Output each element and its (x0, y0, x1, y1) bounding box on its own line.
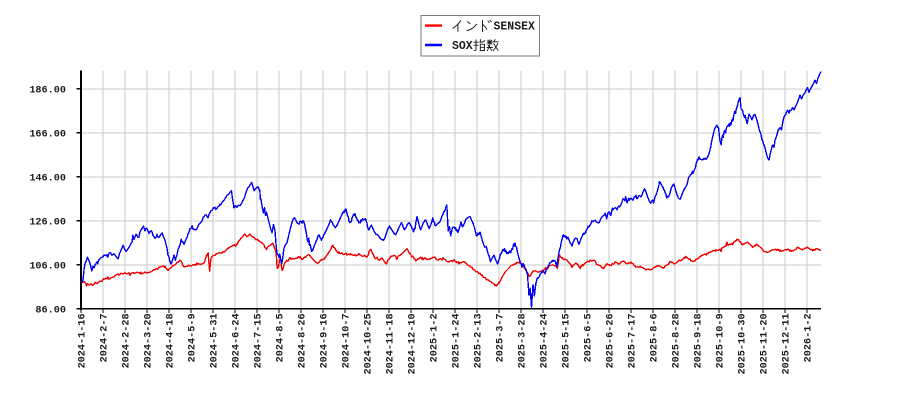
svg-text:2025-5-15: 2025-5-15 (561, 313, 572, 368)
svg-text:166.00: 166.00 (29, 129, 66, 140)
svg-text:2025-11-20: 2025-11-20 (759, 313, 770, 374)
svg-text:2026-1-2: 2026-1-2 (803, 313, 814, 362)
svg-text:2024-11-18: 2024-11-18 (385, 313, 396, 374)
svg-text:2025-1-24: 2025-1-24 (451, 313, 462, 368)
svg-text:2025-12-11: 2025-12-11 (781, 313, 792, 374)
svg-text:2025-8-28: 2025-8-28 (671, 313, 682, 368)
svg-text:126.00: 126.00 (29, 217, 66, 228)
svg-text:2024-5-31: 2024-5-31 (209, 313, 220, 368)
svg-text:2025-7-17: 2025-7-17 (627, 313, 638, 368)
svg-text:2024-3-20: 2024-3-20 (143, 313, 154, 368)
svg-text:2025-4-24: 2025-4-24 (539, 313, 550, 368)
svg-text:2025-10-30: 2025-10-30 (737, 313, 748, 374)
svg-text:2025-3-28: 2025-3-28 (517, 313, 528, 368)
svg-text:2024-9-16: 2024-9-16 (319, 313, 330, 368)
svg-text:2024-8-5: 2024-8-5 (275, 313, 286, 362)
svg-text:2024-12-10: 2024-12-10 (407, 313, 418, 374)
svg-text:106.00: 106.00 (29, 261, 66, 272)
svg-text:2024-7-15: 2024-7-15 (253, 313, 264, 368)
svg-text:2024-5-9: 2024-5-9 (187, 313, 198, 362)
svg-text:86.00: 86.00 (35, 305, 66, 316)
svg-text:2025-9-18: 2025-9-18 (693, 313, 704, 368)
svg-text:2025-8-6: 2025-8-6 (649, 313, 660, 362)
svg-text:2024-1-16: 2024-1-16 (77, 313, 88, 368)
svg-text:146.00: 146.00 (29, 173, 66, 184)
svg-text:2024-10-7: 2024-10-7 (341, 313, 352, 368)
svg-text:SENSEX: SENSEX (494, 20, 536, 33)
svg-text:SOX: SOX (452, 40, 473, 53)
svg-text:2024-4-18: 2024-4-18 (165, 313, 176, 368)
svg-text:2024-2-28: 2024-2-28 (121, 313, 132, 368)
svg-text:2025-10-9: 2025-10-9 (715, 313, 726, 368)
svg-text:2025-3-7: 2025-3-7 (495, 313, 506, 362)
svg-text:2024-8-26: 2024-8-26 (297, 313, 308, 368)
svg-text:2025-6-5: 2025-6-5 (583, 313, 594, 362)
svg-text:2025-1-2: 2025-1-2 (429, 313, 440, 362)
svg-text:2025-6-26: 2025-6-26 (605, 313, 616, 368)
svg-text:2024-2-7: 2024-2-7 (99, 313, 110, 362)
svg-text:2025-2-13: 2025-2-13 (473, 313, 484, 368)
svg-text:186.00: 186.00 (29, 85, 66, 96)
svg-text:2024-10-25: 2024-10-25 (363, 313, 374, 374)
svg-text:2024-6-24: 2024-6-24 (231, 313, 242, 368)
